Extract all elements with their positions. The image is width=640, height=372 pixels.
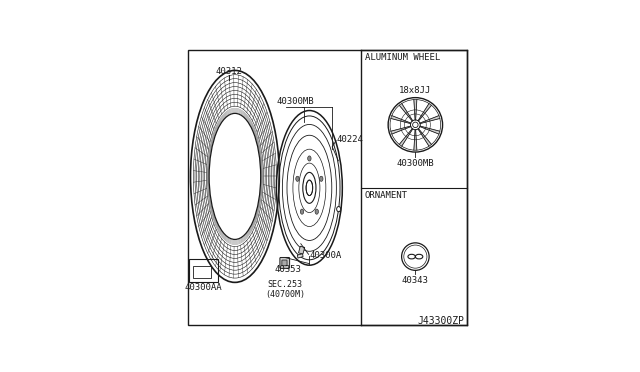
Text: 40343: 40343 [402,276,429,285]
Text: SEC.253
(40700M): SEC.253 (40700M) [265,280,305,299]
Text: 40353: 40353 [275,265,301,274]
Text: 40224: 40224 [337,135,364,144]
Bar [189,260,218,282]
Ellipse shape [315,209,319,214]
Ellipse shape [296,176,299,182]
Ellipse shape [337,206,340,212]
Ellipse shape [308,156,311,161]
Bar [193,266,211,278]
Polygon shape [298,254,303,258]
Text: ALUMINUM WHEEL: ALUMINUM WHEEL [365,53,440,62]
Polygon shape [420,126,440,134]
Polygon shape [399,103,413,121]
Text: 18x8JJ: 18x8JJ [399,86,431,95]
Text: ORNAMENT: ORNAMENT [365,190,408,199]
Polygon shape [414,100,417,120]
Text: 40300A: 40300A [309,251,342,260]
Text: 40312: 40312 [216,67,243,76]
Polygon shape [391,126,411,134]
Polygon shape [418,103,431,121]
Polygon shape [399,129,413,146]
Text: J43300ZP: J43300ZP [418,316,465,326]
Ellipse shape [300,209,304,214]
Polygon shape [418,129,431,146]
Polygon shape [420,116,440,124]
Polygon shape [414,130,417,150]
Text: 40300AA: 40300AA [184,283,222,292]
FancyBboxPatch shape [280,257,290,268]
Bar [298,246,305,254]
Polygon shape [391,116,411,124]
Ellipse shape [319,176,323,182]
FancyBboxPatch shape [282,260,287,266]
Text: 40300MB: 40300MB [397,159,434,168]
Text: 40300MB: 40300MB [276,97,314,106]
